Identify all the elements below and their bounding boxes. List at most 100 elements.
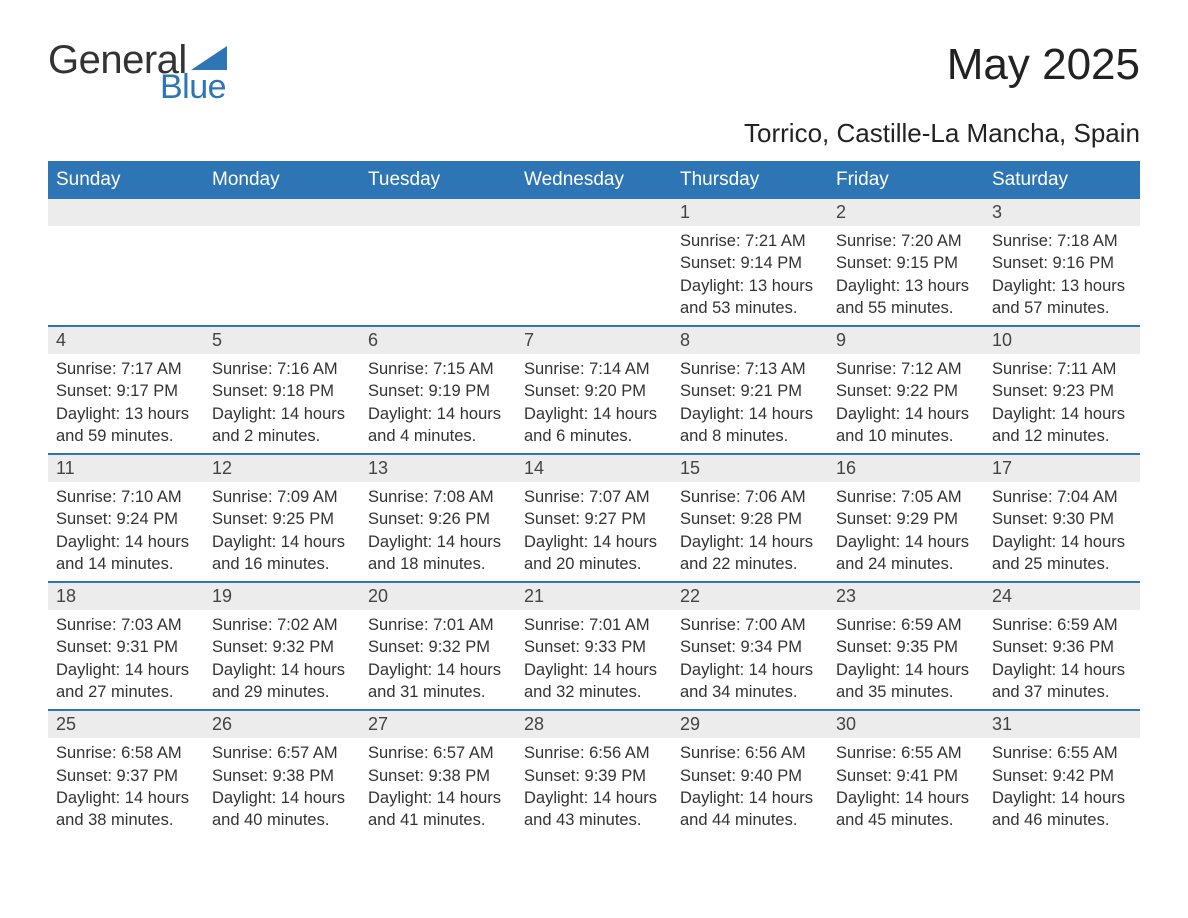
weekday-header: Saturday (984, 162, 1140, 197)
daylight-line: Daylight: 14 hours and 10 minutes. (836, 403, 976, 448)
daylight-line: Daylight: 14 hours and 32 minutes. (524, 659, 664, 704)
sunrise-line: Sunrise: 7:05 AM (836, 486, 976, 508)
day-details: Sunrise: 7:15 AMSunset: 9:19 PMDaylight:… (360, 354, 516, 453)
sunset-line: Sunset: 9:40 PM (680, 765, 820, 787)
sunrise-line: Sunrise: 7:04 AM (992, 486, 1132, 508)
sunset-line: Sunset: 9:16 PM (992, 252, 1132, 274)
calendar-day-cell: 28Sunrise: 6:56 AMSunset: 9:39 PMDayligh… (516, 709, 672, 837)
calendar-day-cell: 12Sunrise: 7:09 AMSunset: 9:25 PMDayligh… (204, 453, 360, 581)
day-number: 6 (360, 325, 516, 354)
sunset-line: Sunset: 9:23 PM (992, 380, 1132, 402)
daylight-line: Daylight: 14 hours and 29 minutes. (212, 659, 352, 704)
calendar-page: General Blue May 2025 Torrico, Castille-… (0, 0, 1188, 918)
sunset-line: Sunset: 9:32 PM (212, 636, 352, 658)
sunrise-line: Sunrise: 7:14 AM (524, 358, 664, 380)
day-number: 1 (672, 197, 828, 226)
calendar-day-cell: 13Sunrise: 7:08 AMSunset: 9:26 PMDayligh… (360, 453, 516, 581)
day-number: 10 (984, 325, 1140, 354)
sunset-line: Sunset: 9:31 PM (56, 636, 196, 658)
calendar-day-cell: 16Sunrise: 7:05 AMSunset: 9:29 PMDayligh… (828, 453, 984, 581)
calendar-day-cell: 15Sunrise: 7:06 AMSunset: 9:28 PMDayligh… (672, 453, 828, 581)
day-details: Sunrise: 7:21 AMSunset: 9:14 PMDaylight:… (672, 226, 828, 325)
day-details: Sunrise: 7:00 AMSunset: 9:34 PMDaylight:… (672, 610, 828, 709)
page-title: May 2025 (947, 40, 1140, 90)
day-number: 11 (48, 453, 204, 482)
daylight-line: Daylight: 13 hours and 57 minutes. (992, 275, 1132, 320)
logo-text-blue: Blue (160, 70, 227, 104)
calendar-body: 1Sunrise: 7:21 AMSunset: 9:14 PMDaylight… (48, 197, 1140, 837)
daylight-line: Daylight: 14 hours and 45 minutes. (836, 787, 976, 832)
daylight-line: Daylight: 14 hours and 37 minutes. (992, 659, 1132, 704)
calendar-day-cell: 10Sunrise: 7:11 AMSunset: 9:23 PMDayligh… (984, 325, 1140, 453)
sunrise-line: Sunrise: 6:56 AM (680, 742, 820, 764)
sunset-line: Sunset: 9:25 PM (212, 508, 352, 530)
sunset-line: Sunset: 9:42 PM (992, 765, 1132, 787)
daylight-line: Daylight: 14 hours and 20 minutes. (524, 531, 664, 576)
calendar-table: SundayMondayTuesdayWednesdayThursdayFrid… (48, 161, 1140, 837)
sunset-line: Sunset: 9:33 PM (524, 636, 664, 658)
calendar-day-cell: 20Sunrise: 7:01 AMSunset: 9:32 PMDayligh… (360, 581, 516, 709)
day-details: Sunrise: 7:10 AMSunset: 9:24 PMDaylight:… (48, 482, 204, 581)
calendar-day-cell: 11Sunrise: 7:10 AMSunset: 9:24 PMDayligh… (48, 453, 204, 581)
weekday-header: Monday (204, 162, 360, 197)
sunrise-line: Sunrise: 7:00 AM (680, 614, 820, 636)
day-number: 18 (48, 581, 204, 610)
sunrise-line: Sunrise: 7:20 AM (836, 230, 976, 252)
day-details: Sunrise: 7:16 AMSunset: 9:18 PMDaylight:… (204, 354, 360, 453)
sunrise-line: Sunrise: 7:11 AM (992, 358, 1132, 380)
calendar-day-cell: 3Sunrise: 7:18 AMSunset: 9:16 PMDaylight… (984, 197, 1140, 325)
day-number: 30 (828, 709, 984, 738)
day-details: Sunrise: 6:57 AMSunset: 9:38 PMDaylight:… (204, 738, 360, 837)
sunset-line: Sunset: 9:38 PM (368, 765, 508, 787)
day-number-empty (360, 197, 516, 226)
page-header: General Blue May 2025 (48, 40, 1140, 104)
daylight-line: Daylight: 14 hours and 6 minutes. (524, 403, 664, 448)
daylight-line: Daylight: 14 hours and 8 minutes. (680, 403, 820, 448)
sunset-line: Sunset: 9:19 PM (368, 380, 508, 402)
calendar-day-cell: 5Sunrise: 7:16 AMSunset: 9:18 PMDaylight… (204, 325, 360, 453)
sunset-line: Sunset: 9:38 PM (212, 765, 352, 787)
day-details: Sunrise: 7:01 AMSunset: 9:32 PMDaylight:… (360, 610, 516, 709)
sunset-line: Sunset: 9:21 PM (680, 380, 820, 402)
day-number: 29 (672, 709, 828, 738)
weekday-header: Thursday (672, 162, 828, 197)
calendar-day-cell: 31Sunrise: 6:55 AMSunset: 9:42 PMDayligh… (984, 709, 1140, 837)
calendar-day-cell: 18Sunrise: 7:03 AMSunset: 9:31 PMDayligh… (48, 581, 204, 709)
daylight-line: Daylight: 14 hours and 31 minutes. (368, 659, 508, 704)
day-number: 25 (48, 709, 204, 738)
daylight-line: Daylight: 14 hours and 46 minutes. (992, 787, 1132, 832)
weekday-header: Wednesday (516, 162, 672, 197)
day-details: Sunrise: 7:08 AMSunset: 9:26 PMDaylight:… (360, 482, 516, 581)
daylight-line: Daylight: 14 hours and 35 minutes. (836, 659, 976, 704)
day-number: 19 (204, 581, 360, 610)
day-details: Sunrise: 6:57 AMSunset: 9:38 PMDaylight:… (360, 738, 516, 837)
sunset-line: Sunset: 9:35 PM (836, 636, 976, 658)
sunrise-line: Sunrise: 7:08 AM (368, 486, 508, 508)
day-number: 23 (828, 581, 984, 610)
daylight-line: Daylight: 14 hours and 44 minutes. (680, 787, 820, 832)
sunrise-line: Sunrise: 7:13 AM (680, 358, 820, 380)
calendar-day-cell (204, 197, 360, 325)
day-number-empty (516, 197, 672, 226)
day-details: Sunrise: 7:11 AMSunset: 9:23 PMDaylight:… (984, 354, 1140, 453)
sunrise-line: Sunrise: 6:57 AM (368, 742, 508, 764)
weekday-header: Tuesday (360, 162, 516, 197)
day-number-empty (48, 197, 204, 226)
sunrise-line: Sunrise: 6:59 AM (836, 614, 976, 636)
sunset-line: Sunset: 9:37 PM (56, 765, 196, 787)
sunset-line: Sunset: 9:34 PM (680, 636, 820, 658)
calendar-day-cell: 27Sunrise: 6:57 AMSunset: 9:38 PMDayligh… (360, 709, 516, 837)
day-number: 7 (516, 325, 672, 354)
day-number: 21 (516, 581, 672, 610)
calendar-day-cell (516, 197, 672, 325)
calendar-day-cell: 8Sunrise: 7:13 AMSunset: 9:21 PMDaylight… (672, 325, 828, 453)
day-number: 17 (984, 453, 1140, 482)
calendar-day-cell (360, 197, 516, 325)
calendar-day-cell: 14Sunrise: 7:07 AMSunset: 9:27 PMDayligh… (516, 453, 672, 581)
day-number: 27 (360, 709, 516, 738)
daylight-line: Daylight: 14 hours and 41 minutes. (368, 787, 508, 832)
calendar-day-cell: 6Sunrise: 7:15 AMSunset: 9:19 PMDaylight… (360, 325, 516, 453)
day-number: 3 (984, 197, 1140, 226)
sunset-line: Sunset: 9:29 PM (836, 508, 976, 530)
day-details: Sunrise: 7:02 AMSunset: 9:32 PMDaylight:… (204, 610, 360, 709)
